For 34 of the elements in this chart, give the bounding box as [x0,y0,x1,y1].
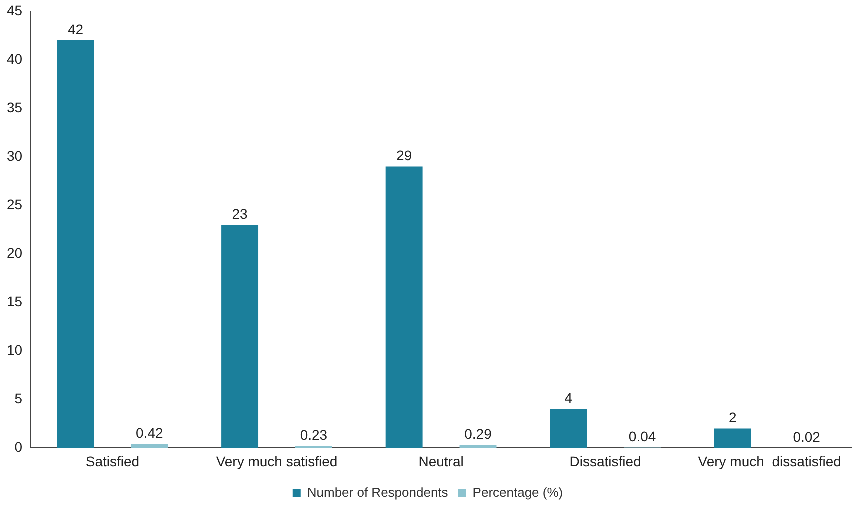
y-tick-label: 10 [6,342,23,358]
y-tick-label: 25 [6,196,23,212]
bar [57,40,94,448]
bar [295,446,332,448]
data-label: 0.42 [136,424,164,441]
legend-label: Percentage (%) [472,485,564,500]
data-label: 0.04 [628,428,656,445]
data-label: 0.02 [793,428,821,445]
y-tick-label: 35 [6,99,23,116]
data-label: 23 [232,206,248,222]
y-tick-label: 20 [6,244,23,261]
data-label: 0.29 [464,426,492,442]
y-tick-label: 0 [14,439,23,456]
legend-label: Number of Respondents [307,485,449,500]
y-tick-label: 40 [6,50,23,67]
y-tick-label: 5 [14,390,23,407]
y-tick-label: 45 [6,2,23,18]
bar [550,409,588,448]
bar [222,224,259,448]
data-label: 2 [728,410,737,426]
x-tick-label: Satisfied [86,453,140,470]
x-tick-label: Very much satisfied [216,453,338,470]
bar [131,444,168,448]
data-label: 0.23 [300,426,328,443]
y-tick-label: 30 [6,148,23,164]
bar [714,428,752,448]
data-label: 4 [564,390,573,406]
y-tick-label: 15 [6,293,23,310]
x-tick-label: Dissatisfied [570,453,642,470]
x-tick-label: Neutral [418,453,464,470]
data-label: 42 [68,21,84,38]
data-label: 29 [396,148,412,164]
x-tick-label: Very much dissatisfied [698,453,842,470]
bar [386,166,423,448]
